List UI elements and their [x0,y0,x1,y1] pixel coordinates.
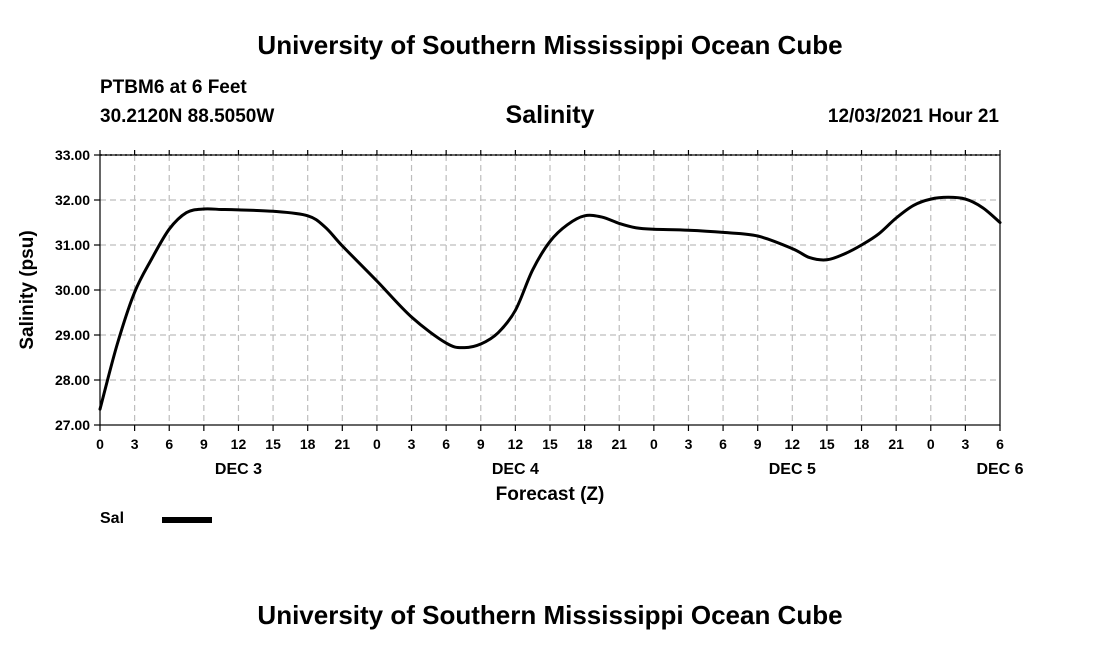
y-tick-label: 27.00 [55,417,90,433]
x-tick-label: 9 [477,436,485,452]
y-axis-label: Salinity (psu) [17,230,38,349]
salinity-chart: 27.00 28.00 29.00 30.00 31.00 32.00 33.00 0 3 6 9 1… [17,147,1024,505]
y-tick-label: 29.00 [55,327,90,343]
plot-frame [99,154,1001,426]
x-tick-label: 3 [685,436,693,452]
y-tick-label: 33.00 [55,147,90,163]
x-tick-label: 21 [888,436,904,452]
x-tick-label: 0 [650,436,658,452]
x-tick-label: 12 [508,436,524,452]
x-tick-label: 15 [265,436,281,452]
x-tick-label: 3 [408,436,416,452]
legend-swatch-sal [162,517,212,523]
x-tick-label: 18 [854,436,870,452]
y-tick-label: 31.00 [55,237,90,253]
x-tick-label: 0 [927,436,935,452]
x-tick-label: 12 [785,436,801,452]
x-tick-label: 18 [300,436,316,452]
x-tick-label: 0 [373,436,381,452]
y-tick-label: 30.00 [55,282,90,298]
x-tick-label: 18 [577,436,593,452]
tick-layer [94,150,1001,431]
grid-layer [100,154,1000,425]
x-tick-label: 6 [165,436,173,452]
x-tick-label: 21 [335,436,351,452]
coordinates-label: 30.2120N 88.5050W [100,106,275,127]
day-label: DEC 5 [769,461,816,478]
x-tick-label: 6 [442,436,450,452]
label-layer: 27.00 28.00 29.00 30.00 31.00 32.00 33.00 0 3 6 9 1… [17,147,1024,505]
x-tick-label: 6 [719,436,727,452]
x-tick-label: 15 [819,436,835,452]
page-title: University of Southern Mississippi Ocean… [257,30,843,60]
x-tick-label: 21 [611,436,627,452]
y-tick-label: 28.00 [55,372,90,388]
y-tick-label: 32.00 [55,192,90,208]
x-tick-label: 0 [96,436,104,452]
x-tick-label: 12 [231,436,247,452]
x-tick-label: 9 [754,436,762,452]
timestamp-label: 12/03/2021 Hour 21 [827,106,999,127]
day-label: DEC 6 [976,461,1023,478]
footer-title: University of Southern Mississippi Ocean… [257,600,843,630]
legend-label: Sal [100,510,125,527]
station-label: PTBM6 at 6 Feet [100,77,247,98]
chart-title: Salinity [505,101,595,129]
x-axis-label: Forecast (Z) [496,484,605,505]
x-tick-label: 6 [996,436,1004,452]
x-tick-label: 15 [542,436,558,452]
day-label: DEC 3 [215,461,262,478]
x-tick-label: 9 [200,436,208,452]
day-label: DEC 4 [492,461,539,478]
series-layer [98,195,1002,411]
series-line-sal [98,195,1002,411]
x-tick-label: 3 [961,436,969,452]
x-tick-label: 3 [131,436,139,452]
